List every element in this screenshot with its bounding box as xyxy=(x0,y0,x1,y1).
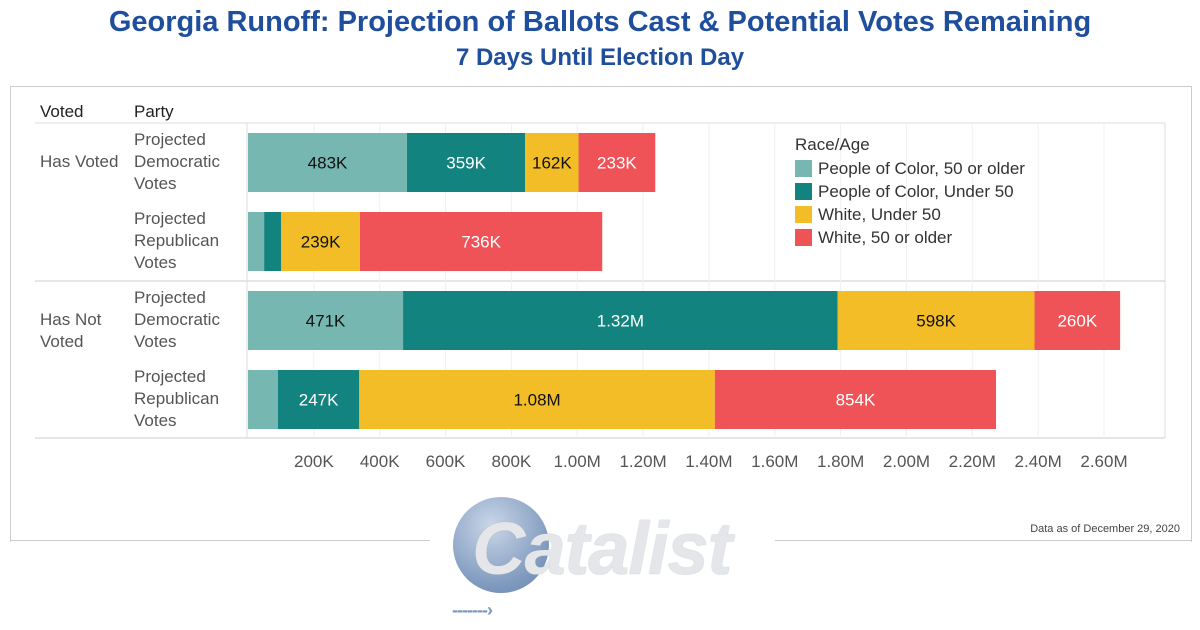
bar-data-label: 247K xyxy=(299,391,339,410)
bar-segment xyxy=(578,133,656,192)
chart-subtitle: 7 Days Until Election Day xyxy=(455,44,745,71)
x-tick-label: 200K xyxy=(294,452,334,471)
logo-sphere xyxy=(453,497,549,593)
bar-segment xyxy=(714,370,997,429)
bar-data-label: 239K xyxy=(301,233,341,252)
x-tick-label: 2.20M xyxy=(949,452,996,471)
bar-segment xyxy=(359,212,603,271)
bar-segment xyxy=(407,133,526,192)
bar-data-label: 1.08M xyxy=(513,391,560,410)
frame-bottom-right xyxy=(775,540,1191,541)
x-tick-label: 2.00M xyxy=(883,452,930,471)
data-date-note: Data as of December 29, 2020 xyxy=(1030,523,1180,535)
bar-data-label: 854K xyxy=(836,391,876,410)
legend-label: White, Under 50 xyxy=(818,204,941,224)
legend-label: White, 50 or older xyxy=(818,227,953,247)
bar-data-label: 359K xyxy=(446,154,486,173)
x-tick-label: 400K xyxy=(360,452,400,471)
logo-text: Catalist xyxy=(472,507,732,590)
bar-data-label: 260K xyxy=(1057,312,1097,331)
bar-data-label: 598K xyxy=(916,312,956,331)
bar-segment xyxy=(277,370,360,429)
bar-segment xyxy=(1034,291,1121,350)
legend-item: People of Color, Under 50 xyxy=(795,180,1025,203)
bar-segment xyxy=(525,133,579,192)
legend-item: White, Under 50 xyxy=(795,203,1025,226)
x-tick-label: 1.00M xyxy=(554,452,601,471)
party-label-dem-notvoted: Projected Democratic Votes xyxy=(134,288,220,351)
bar-segment xyxy=(281,212,360,271)
x-tick-label: 1.60M xyxy=(751,452,798,471)
legend-label: People of Color, 50 or older xyxy=(818,158,1025,178)
bar-segment xyxy=(264,212,282,271)
group-has-not-voted: Has Not Voted xyxy=(40,309,101,353)
bar-segment xyxy=(248,133,408,192)
header-voted: Voted xyxy=(40,102,84,121)
bar-segment xyxy=(248,370,278,429)
chart-title: Georgia Runoff: Projection of Ballots Ca… xyxy=(108,6,1092,38)
x-tick-label: 1.40M xyxy=(685,452,732,471)
legend-swatch xyxy=(795,160,812,177)
party-label-rep-voted: Projected Republican Votes xyxy=(134,209,220,272)
legend-label: People of Color, Under 50 xyxy=(818,181,1014,201)
bar-data-label: 736K xyxy=(461,233,501,252)
header-party: Party xyxy=(134,102,174,121)
x-tick-label: 1.80M xyxy=(817,452,864,471)
party-label-rep-notvoted: Projected Republican Votes xyxy=(134,367,220,430)
group-label-line: Voted xyxy=(40,332,84,351)
legend-swatch xyxy=(795,206,812,223)
legend-swatch xyxy=(795,183,812,200)
bar-segment xyxy=(248,212,265,271)
legend-swatch xyxy=(795,229,812,246)
x-tick-label: 2.60M xyxy=(1080,452,1127,471)
party-label-dem-voted: Projected Democratic Votes xyxy=(134,130,220,193)
legend-item: People of Color, 50 or older xyxy=(795,157,1025,180)
bar-data-label: 471K xyxy=(306,312,346,331)
bar-segment xyxy=(248,291,404,350)
bar-data-label: 1.32M xyxy=(597,312,644,331)
x-tick-label: 600K xyxy=(426,452,466,471)
chart-frame xyxy=(10,86,1192,542)
group-label-line: Has Not xyxy=(40,310,102,329)
x-tick-label: 800K xyxy=(492,452,532,471)
bar-segment xyxy=(403,291,838,350)
x-tick-label: 2.40M xyxy=(1015,452,1062,471)
legend: Race/Age People of Color, 50 or older Peo… xyxy=(795,135,1025,249)
bar-data-label: 162K xyxy=(532,154,572,173)
bar-segment xyxy=(359,370,715,429)
legend-title: Race/Age xyxy=(795,135,870,154)
arrow-icon: -------› xyxy=(452,600,493,620)
bar-data-label: 483K xyxy=(308,154,348,173)
frame-bottom-left xyxy=(10,540,430,541)
group-has-voted: Has Voted xyxy=(40,152,119,171)
legend-item: White, 50 or older xyxy=(795,226,1025,249)
bar-segment xyxy=(837,291,1035,350)
catalist-logo: Catalist -------› xyxy=(450,492,770,622)
x-tick-label: 1.20M xyxy=(619,452,666,471)
bar-data-label: 233K xyxy=(597,154,637,173)
